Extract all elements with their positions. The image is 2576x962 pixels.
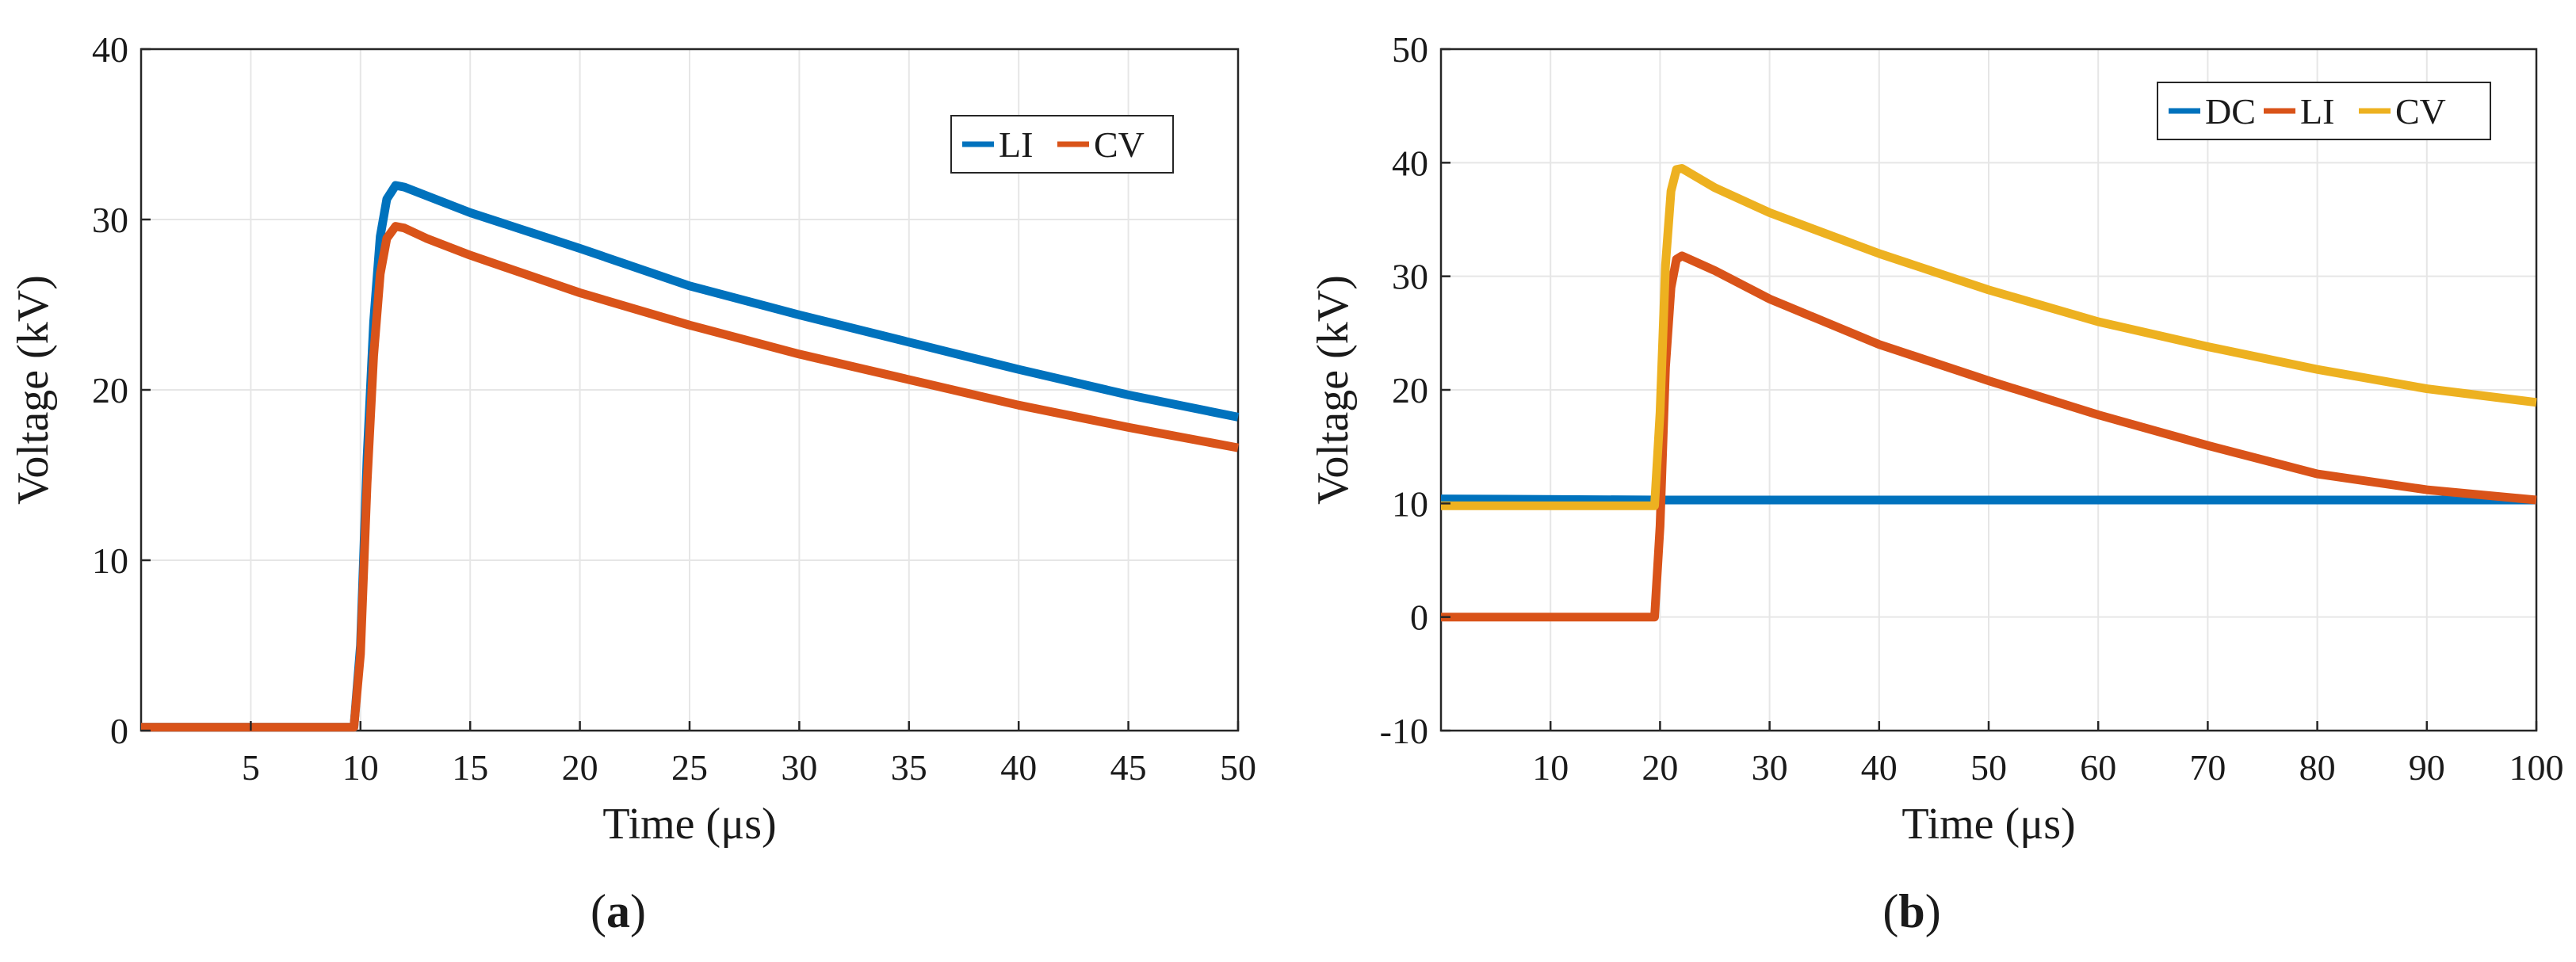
x-tick-label: 25 (671, 747, 708, 788)
y-tick-label: 0 (110, 711, 128, 751)
grid-a (141, 49, 1238, 731)
legend-label: CV (2395, 91, 2446, 132)
y-tick-label: 20 (92, 370, 128, 410)
series-line-cv (141, 222, 1240, 732)
y-tick-label: 50 (1392, 29, 1428, 70)
x-tick-label: 20 (562, 747, 598, 788)
x-tick-label: 20 (1642, 747, 1678, 788)
legend-label: LI (2300, 91, 2334, 132)
series-line-li (1441, 251, 2537, 622)
x-tick-label: 15 (452, 747, 488, 788)
x-tick-label: 10 (342, 747, 379, 788)
x-tick-label: 80 (2299, 747, 2336, 788)
y-tick-label: 30 (92, 200, 128, 240)
y-axis-label-b: Voltage (kV) (1309, 275, 1358, 505)
legend-box (2157, 82, 2491, 140)
ticks-b: 10 20 30 40 50 60 70 80 90 100 -10 0 10 20 30 40 50 (1380, 29, 2564, 788)
series-layer-a (141, 181, 1240, 732)
legend-label: CV (1094, 124, 1145, 165)
series-line-cv (1441, 164, 2537, 510)
x-tick-label: 40 (1000, 747, 1037, 788)
x-tick-label: 45 (1110, 747, 1147, 788)
panel-label-a-letter: a (606, 885, 630, 937)
y-tick-label: 0 (1410, 597, 1428, 638)
x-tick-label: 35 (891, 747, 927, 788)
x-tick-label: 90 (2409, 747, 2445, 788)
grid-b (1441, 49, 2536, 731)
panel-label-b: (b) (1882, 885, 1940, 937)
x-axis-label-a: Time (μs) (602, 800, 776, 849)
y-axis-label-a: Voltage (kV) (9, 275, 58, 505)
x-tick-label: 50 (1220, 747, 1256, 788)
chart-panel-a: 5 10 15 20 25 30 35 40 45 50 0 10 20 30 40 Time (μs) V… (9, 29, 1256, 937)
legend-label: DC (2205, 91, 2256, 132)
legend-item-cv: CV (2359, 91, 2446, 132)
legend-item-li: LI (2264, 91, 2334, 132)
chart-panel-b: 10 20 30 40 50 60 70 80 90 100 -10 0 10 20 30 40 50 Time… (1309, 29, 2564, 937)
x-tick-label: 30 (781, 747, 817, 788)
y-tick-label: 10 (1392, 483, 1428, 524)
y-tick-label: 30 (1392, 257, 1428, 297)
x-tick-label: 70 (2189, 747, 2226, 788)
legend-a: LI CV (950, 115, 1174, 174)
legend-label: LI (999, 124, 1033, 165)
x-tick-label: 100 (2509, 747, 2564, 788)
panel-label-b-letter: b (1898, 885, 1924, 937)
x-axis-label-b: Time (μs) (1901, 800, 2075, 849)
x-tick-label: 40 (1861, 747, 1898, 788)
x-tick-label: 50 (1970, 747, 2007, 788)
y-tick-label: 40 (1392, 143, 1428, 183)
series-layer-b (1440, 164, 2537, 622)
y-tick-label: 10 (92, 540, 128, 581)
y-tick-label: 40 (92, 29, 128, 70)
legend-b: DC LI CV (2157, 82, 2491, 140)
x-tick-label: 60 (2080, 747, 2116, 788)
series-line-dc (1440, 494, 2536, 505)
legend-item-dc: DC (2169, 91, 2256, 132)
panel-label-a: (a) (590, 885, 646, 937)
x-tick-label: 30 (1752, 747, 1788, 788)
y-tick-label: 20 (1392, 370, 1428, 410)
x-tick-label: 10 (1532, 747, 1569, 788)
ticks-a: 5 10 15 20 25 30 35 40 45 50 0 10 20 30 40 (92, 29, 1256, 788)
x-tick-label: 5 (242, 747, 260, 788)
y-tick-label: -10 (1380, 711, 1428, 751)
legend-item-li: LI (962, 124, 1033, 165)
legend-item-cv: CV (1057, 124, 1145, 165)
